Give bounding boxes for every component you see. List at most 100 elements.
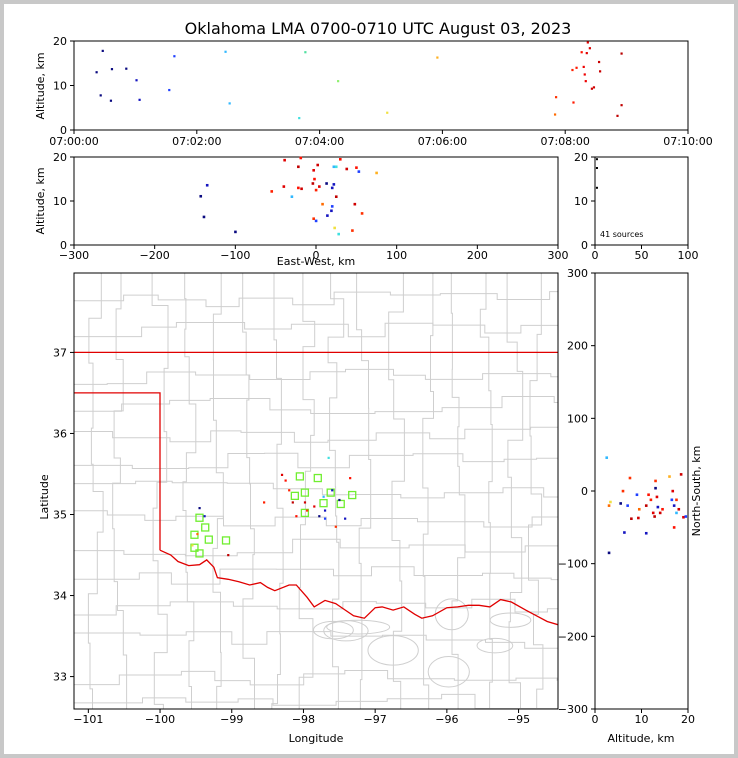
lightning-source-point [344,517,347,520]
county-line [506,273,524,709]
lightning-source-point [313,505,316,508]
lightning-source-point [224,50,227,53]
lma-station-marker [201,523,210,532]
x-tick-label: −100 [220,249,250,262]
lightning-source-point [661,507,664,511]
lightning-source-point [95,71,98,74]
lightning-source-point [635,493,639,497]
lightning-source-point [323,509,327,512]
lightning-source-point [630,517,633,521]
lma-station-marker [313,473,322,483]
county-line [74,426,558,443]
y-tick-label: 200 [567,340,588,353]
x-tick-label: 20 [681,713,695,726]
lightning-source-point [334,165,338,169]
y-tick-label: 36 [53,427,67,440]
lightning-source-point [334,195,338,198]
lightning-source-point [173,55,176,58]
lightning-source-point [297,165,300,169]
lightning-source-point [125,67,128,70]
lightning-source-point [199,194,203,198]
y-tick-label: 20 [53,35,67,48]
lightning-source-point [325,182,328,185]
lightning-source-point [282,185,286,188]
lightning-source-point [644,531,648,535]
y-tick-label: 300 [567,267,588,280]
county-line [212,273,224,709]
lightning-source-point [334,525,337,528]
lightning-source-point [191,544,194,547]
county-shape [476,637,514,654]
lightning-source-point [684,515,688,518]
lma-station-marker [336,499,345,509]
lightning-source-point [318,515,321,518]
lightning-source-point [670,498,674,502]
county-line [74,670,558,686]
lma-station-marker [195,549,204,558]
lma-station-marker [300,488,310,497]
county-line [74,396,558,414]
lightning-source-point [655,495,659,499]
lightning-source-point [654,479,657,483]
x-tick-label: −99 [220,713,243,726]
lightning-source-point [584,80,587,83]
county-line [271,273,284,709]
x-tick-label: 50 [635,249,649,262]
lightning-source-point [668,475,671,478]
x-tick-label: 07:04:00 [295,135,344,148]
histogram-mark [595,158,598,161]
lightning-source-point [327,456,330,459]
figure-canvas: Oklahoma LMA 0700-0710 UTC August 03, 20… [4,4,734,754]
lightning-source-point [386,111,389,114]
y-tick-label: −300 [558,703,588,716]
lightning-source-point [605,456,609,459]
north-south-xlabel: Altitude, km [607,732,674,745]
lightning-source-point [333,226,336,230]
lightning-source-point [619,502,622,505]
lma-station-marker [290,491,299,501]
lightning-source-point [588,47,591,50]
lightning-source-point [202,215,206,219]
y-tick-label: 10 [53,195,67,208]
lightning-source-point [313,177,316,181]
lightning-source-point [592,86,596,89]
y-tick-label: −200 [558,630,588,643]
county-line [74,452,558,469]
lightning-source-point [675,511,678,515]
east-west-panel: Altitude, km East-West, km −300 −200 −100 0… [34,151,569,268]
lightning-source-point [312,217,315,220]
y-tick-label: 20 [53,151,67,164]
y-tick-label: 10 [574,195,588,208]
lightning-source-point [299,156,303,160]
x-tick-label: 100 [678,249,699,262]
lma-station-marker [319,499,328,508]
lma-station-marker [300,508,310,518]
county-line [112,273,128,709]
lightning-source-point [322,495,325,498]
north-south-panel: North-South, km Altitude, km 0 10 20 −300 −2… [558,267,703,745]
lightning-source-point [647,493,650,497]
lightning-source-point [99,94,102,97]
lightning-source-point [291,501,294,504]
y-tick-label: 100 [567,412,588,425]
county-shape [326,619,391,635]
county-shape [427,656,470,688]
altitude-time-ylabel: Altitude, km [34,52,47,119]
x-tick-label: 07:00:00 [49,135,98,148]
lightning-source-point [637,507,641,511]
lightning-source-point [311,182,315,185]
x-tick-label: −96 [435,713,458,726]
lightning-source-point [297,186,300,190]
lma-station-marker [204,535,213,544]
y-tick-label: 33 [53,671,67,684]
county-shape [489,612,532,628]
lightning-source-point [290,195,294,198]
lightning-source-point [609,500,612,504]
lightning-source-point [651,511,655,515]
lightning-source-point [198,507,201,510]
lightning-source-point [270,190,274,193]
lightning-source-point [658,511,662,515]
x-tick-label: 10 [635,713,649,726]
county-line [151,273,169,709]
lightning-source-point [597,60,601,64]
